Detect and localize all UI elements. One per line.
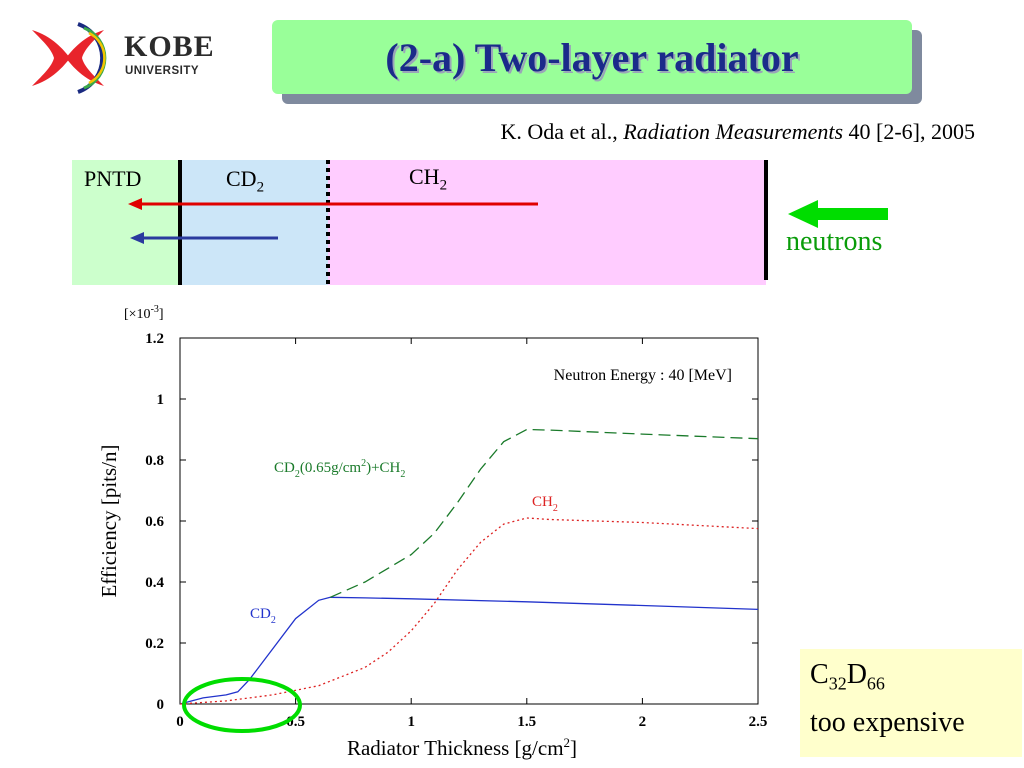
ch2-label: CH2 bbox=[409, 164, 448, 194]
plot-frame bbox=[179, 337, 759, 705]
y-tick-label: 0.8 bbox=[145, 453, 164, 469]
kobe-logo-emblem bbox=[32, 22, 107, 94]
radiator-diagram: PNTD CD2 CH2 bbox=[72, 160, 772, 285]
x-tick-label: 2.5 bbox=[749, 714, 768, 730]
axis-ticks: 0 0.5 1 1.5 2 2.500.20.40.60.811.2 bbox=[145, 331, 767, 730]
cd2-layer bbox=[180, 160, 328, 285]
x-tick-label: 1.5 bbox=[517, 714, 536, 730]
y-tick-label: 1.2 bbox=[145, 331, 164, 347]
kobe-university-logo: KOBE UNIVERSITY bbox=[18, 18, 233, 98]
cd2-label: CD2 bbox=[226, 166, 265, 196]
x-tick-label: 2 bbox=[639, 714, 647, 730]
y-tick-label: 1 bbox=[157, 392, 165, 408]
y-axis-label: Efficiency [pits/n] bbox=[97, 445, 121, 598]
note-compound-formula: C32D66 bbox=[810, 659, 885, 694]
y-tick-label: 0.2 bbox=[145, 636, 164, 652]
x-axis-label: Radiator Thickness [g/cm2] bbox=[347, 735, 577, 760]
note-cost-text: too expensive bbox=[810, 707, 965, 738]
series-lines bbox=[179, 428, 759, 705]
citation-journal: Radiation Measurements bbox=[623, 119, 844, 144]
red-arrowhead bbox=[128, 198, 142, 210]
series-line-cd2-0-65g-cm2-ch2 bbox=[330, 428, 759, 598]
series-line-ch2 bbox=[179, 517, 759, 705]
neutrons-label: neutrons bbox=[786, 226, 883, 257]
neutron-energy-annotation: Neutron Energy : 40 [MeV] bbox=[554, 367, 732, 384]
y-tick-label: 0.6 bbox=[145, 514, 164, 530]
series-label-ch2: CH2 bbox=[532, 494, 558, 514]
diagram-overlay bbox=[128, 160, 768, 285]
blue-arrowhead bbox=[130, 232, 144, 244]
title-box: (2-a) Two-layer radiator bbox=[272, 20, 912, 94]
pntd-label: PNTD bbox=[84, 166, 142, 191]
neutron-arrow-icon bbox=[788, 200, 888, 228]
chart-labels: [×10-3] Efficiency [pits/n] Radiator Thick… bbox=[97, 304, 732, 760]
citation-volume: 40 [2-6], 2005 bbox=[848, 119, 975, 144]
y-multiplier-label: [×10-3] bbox=[124, 304, 164, 322]
y-tick-label: 0.4 bbox=[145, 575, 164, 591]
citation-authors: K. Oda et al., bbox=[500, 119, 618, 144]
logo-wordmark: KOBE bbox=[124, 30, 215, 63]
y-tick-label: 0 bbox=[157, 697, 165, 713]
plot-border bbox=[179, 337, 759, 705]
citation: K. Oda et al., Radiation Measurements 40… bbox=[330, 119, 975, 145]
series-line-cd2 bbox=[179, 596, 759, 705]
page-title: (2-a) Two-layer radiator bbox=[385, 34, 799, 80]
logo-subword: UNIVERSITY bbox=[125, 65, 200, 77]
x-tick-label: 0 bbox=[176, 714, 184, 730]
pntd-layer bbox=[72, 160, 180, 285]
ch2-layer bbox=[328, 160, 766, 285]
cost-note-box: C32D66 too expensive bbox=[800, 649, 1022, 757]
x-tick-label: 1 bbox=[407, 714, 415, 730]
efficiency-chart: 0 0.5 1 1.5 2 2.500.20.40.60.811.2 [×10-3]Eff… bbox=[97, 304, 767, 760]
series-label-cd2-ch2: CD2(0.65g/cm2)+CH2 bbox=[274, 458, 405, 480]
series-label-cd2: CD2 bbox=[250, 606, 276, 626]
low-thickness-highlight-ellipse bbox=[182, 677, 302, 733]
